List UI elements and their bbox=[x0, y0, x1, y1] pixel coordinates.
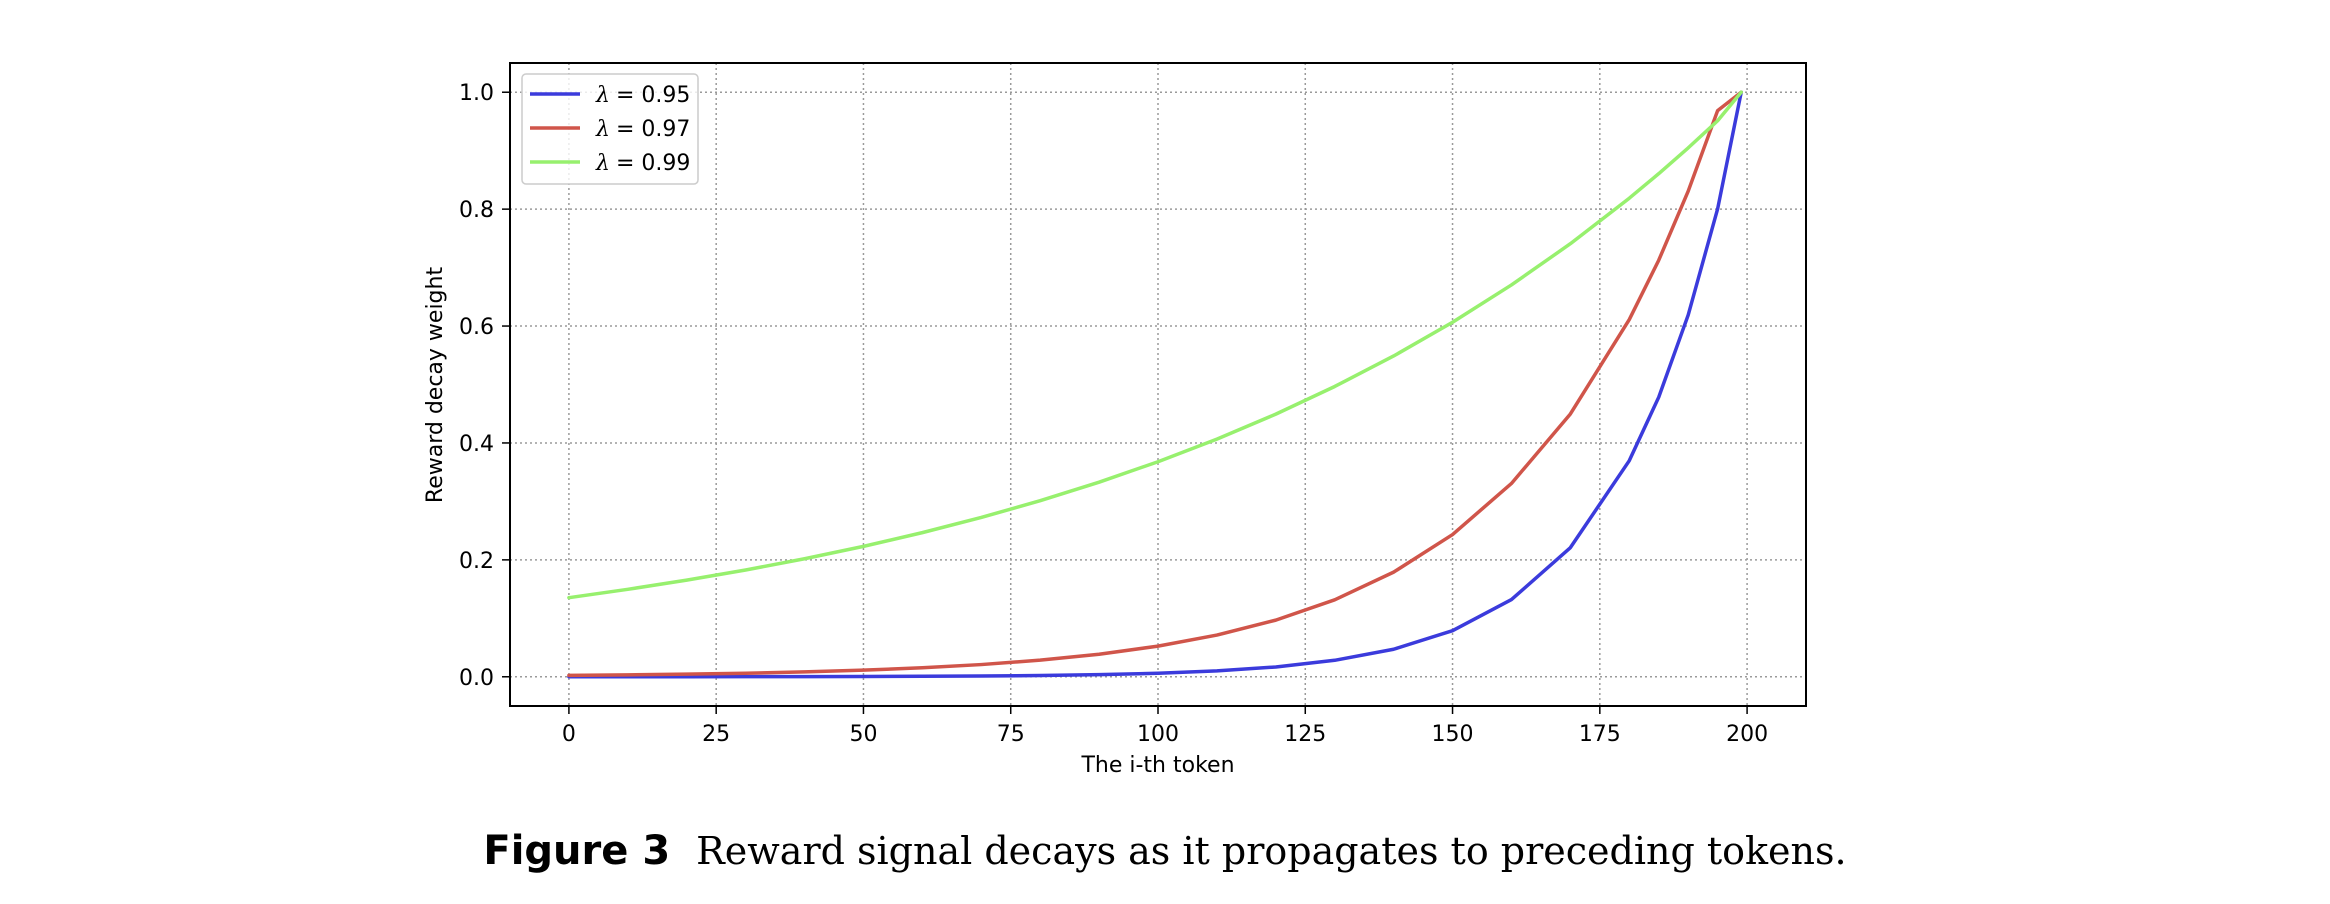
legend: λ = 0.95 λ = 0.97 λ = 0.99 bbox=[521, 73, 699, 185]
y-tick-label: 0.8 bbox=[459, 198, 494, 223]
legend-label-3: λ = 0.99 bbox=[595, 151, 690, 176]
series-line-1 bbox=[567, 90, 1743, 679]
y-axis-label: Reward decay weight bbox=[423, 267, 448, 504]
figure-caption-label: Figure 3 bbox=[483, 828, 671, 874]
x-tick-label: 100 bbox=[1137, 722, 1179, 747]
figure-caption: Figure 3 Reward signal decays as it propa… bbox=[0, 828, 2330, 874]
x-tick-label: 150 bbox=[1432, 722, 1474, 747]
x-tick-label: 50 bbox=[849, 722, 877, 747]
legend-box bbox=[521, 73, 699, 185]
series-line-2 bbox=[567, 90, 1743, 678]
grid-lines bbox=[510, 63, 1806, 706]
y-tick-label: 0.0 bbox=[459, 666, 494, 691]
series-line-3 bbox=[567, 90, 1743, 600]
axis-ticks: 0 25 50 75 100 125 150 175 200 0.0 0.2 0.4 0.6 0.8 1.0 bbox=[459, 81, 1768, 747]
x-tick-label: 175 bbox=[1579, 722, 1621, 747]
x-tick-label: 125 bbox=[1284, 722, 1326, 747]
x-tick-label: 0 bbox=[562, 722, 576, 747]
y-tick-label: 0.2 bbox=[459, 549, 494, 574]
x-tick-label: 200 bbox=[1726, 722, 1768, 747]
x-tick-label: 25 bbox=[702, 722, 730, 747]
figure-caption-text: Reward signal decays as it propagates to… bbox=[696, 829, 1847, 873]
y-tick-label: 0.6 bbox=[459, 315, 494, 340]
x-tick-label: 75 bbox=[997, 722, 1025, 747]
series-lines bbox=[567, 90, 1743, 679]
legend-label-2: λ = 0.97 bbox=[595, 117, 690, 142]
legend-label-1: λ = 0.95 bbox=[595, 83, 690, 108]
x-axis-label: The i-th token bbox=[1080, 753, 1234, 778]
y-tick-label: 1.0 bbox=[459, 81, 494, 106]
y-tick-label: 0.4 bbox=[459, 432, 494, 457]
